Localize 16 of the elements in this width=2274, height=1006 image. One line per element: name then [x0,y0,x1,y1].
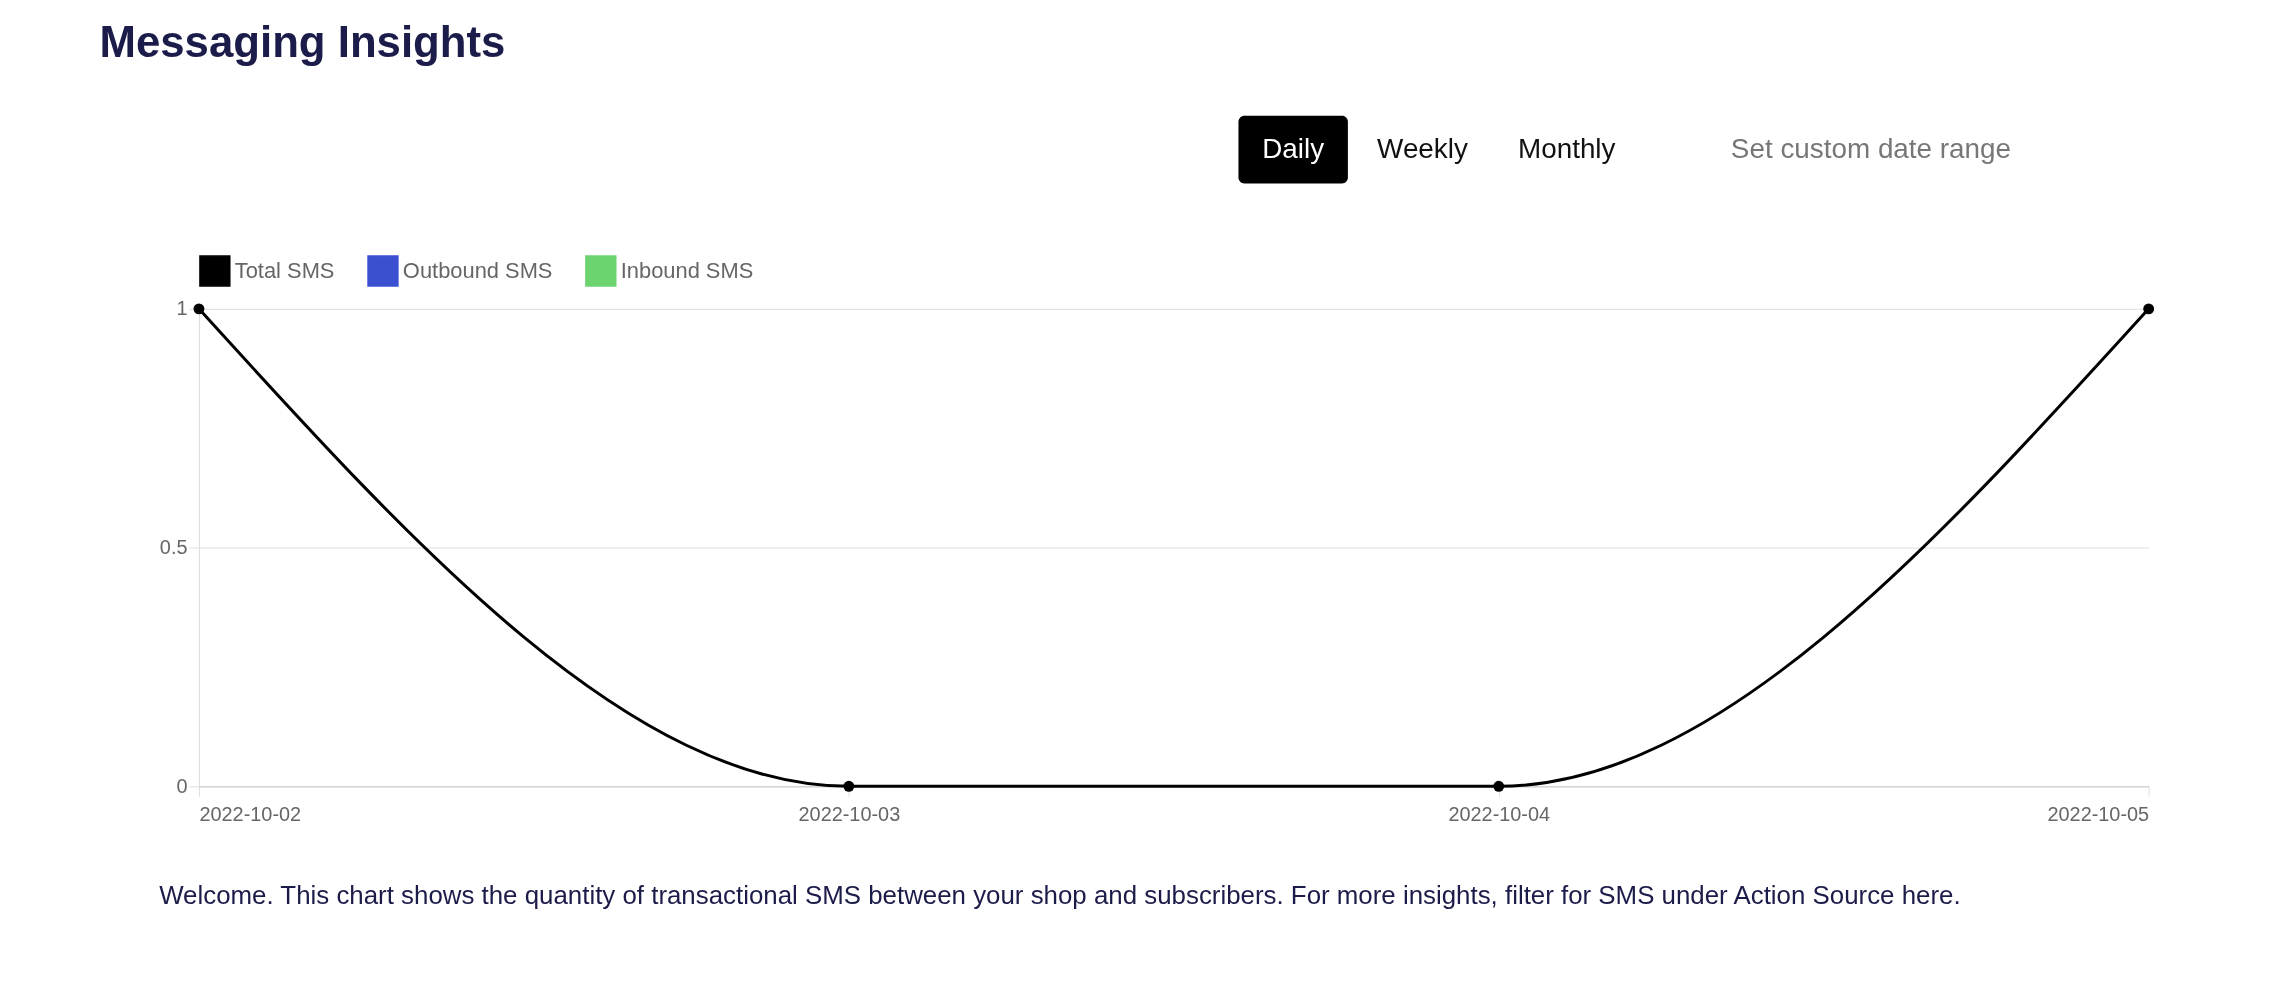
y-tick-label: 0.5 [159,536,188,559]
text: Monthly [1517,132,1616,164]
x-tick-label: 2022-10-02 [199,802,302,825]
text: Welcome. This chart shows the quantity of transactional SMS between your shop and subscribers. For more insights, filter for SMS under Action Source here. [159,880,1961,909]
x-tick-label: 2022-10-05 [2047,802,2150,825]
y-tick-label: 1 [176,297,188,320]
text: Weekly [1377,132,1468,164]
y-tick-label: 0 [176,774,188,797]
x-tick-label: 2022-10-04 [1448,802,1551,825]
chart-title: Messaging Insights [99,17,506,67]
legend-label: Inbound SMS [620,257,754,283]
legend-label: Total SMS [234,257,335,283]
text: Daily [1262,132,1325,164]
x-tick-label: 2022-10-03 [798,802,901,825]
legend-label: Outbound SMS [402,257,553,283]
text: Set custom date range [1730,132,2012,164]
